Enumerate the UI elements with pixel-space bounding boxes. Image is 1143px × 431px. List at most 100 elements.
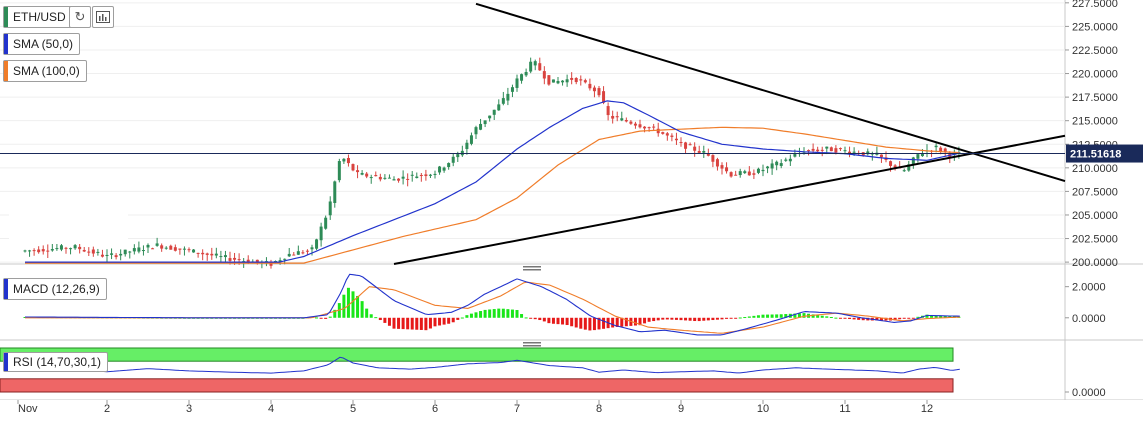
price-tick-label: 222.5000: [1072, 45, 1118, 57]
macd-histogram-bar: [328, 316, 332, 318]
candle-body: [761, 169, 765, 172]
macd-histogram-bar: [911, 317, 915, 319]
current-price-marker: [1066, 144, 1143, 163]
macd-histogram-bar: [424, 317, 428, 331]
time-tick-label: 7: [514, 403, 520, 415]
time-tick-label: 10: [757, 403, 769, 415]
candle-body: [533, 61, 537, 66]
candle-body: [934, 145, 938, 148]
candle-body: [825, 146, 829, 149]
candle-body: [269, 262, 273, 266]
candle-body: [911, 157, 915, 165]
candles-group: [23, 57, 961, 269]
candle-body: [756, 168, 760, 173]
macd-histogram-bar: [419, 317, 423, 330]
macd-histogram-bar: [725, 317, 729, 319]
sma100-line: [25, 126, 960, 264]
candle-body: [465, 142, 469, 150]
refresh-icon: ↻: [74, 9, 86, 24]
candle-body: [592, 87, 596, 92]
macd-histogram-bar: [524, 317, 528, 319]
candle-body: [702, 151, 706, 153]
candle-body: [73, 245, 77, 249]
candle-body: [397, 178, 401, 181]
candle-body: [87, 251, 91, 253]
candle-body: [497, 104, 501, 111]
candle-body: [32, 250, 36, 252]
macd-histogram-bar: [588, 317, 592, 331]
macd-histogram-bar: [684, 317, 688, 321]
macd-histogram-bar: [743, 317, 747, 319]
price-tick-label: 210.0000: [1072, 163, 1118, 175]
candle-body: [146, 244, 150, 248]
candle-body: [351, 164, 355, 171]
candle-body: [451, 156, 455, 163]
rsi-legend[interactable]: RSI (14,70,30,1): [3, 352, 109, 372]
candle-body: [661, 132, 665, 134]
candle-body: [114, 255, 118, 258]
macd-tick-label: 2.0000: [1072, 282, 1106, 294]
candle-body: [488, 115, 492, 119]
price-tick-label: 225.0000: [1072, 21, 1118, 33]
bar-indicator-icon: [96, 11, 110, 23]
candle-body: [570, 77, 574, 80]
candle-body: [834, 148, 838, 153]
candle-body: [811, 148, 815, 151]
sma50-legend[interactable]: SMA (50,0): [3, 33, 81, 55]
macd-histogram-bar: [943, 315, 947, 318]
candle-body: [529, 61, 533, 72]
candle-body: [747, 171, 751, 176]
macd-histogram-bar: [351, 291, 355, 318]
candle-body: [196, 252, 200, 254]
macd-histogram-bar: [451, 317, 455, 323]
candle-body: [123, 249, 127, 255]
macd-legend[interactable]: MACD (12,26,9): [3, 278, 107, 300]
refresh-button[interactable]: ↻: [69, 6, 91, 28]
macd-histogram-bar: [387, 317, 391, 326]
macd-histogram-bar: [460, 317, 464, 319]
candle-body: [579, 79, 583, 81]
candle-body: [474, 127, 478, 135]
macd-histogram-bar: [761, 314, 765, 318]
candle-body: [542, 71, 546, 79]
candle-body: [287, 253, 291, 257]
macd-histogram-bar: [715, 317, 719, 320]
macd-histogram-bar: [834, 317, 838, 319]
rsi-line: [24, 356, 960, 374]
candle-body: [78, 246, 82, 250]
candle-body: [228, 258, 232, 261]
macd-histogram-bar: [747, 316, 751, 318]
candle-body: [483, 120, 487, 125]
macd-histogram-bar: [820, 315, 824, 318]
macd-histogram-bar: [693, 317, 697, 322]
candle-body: [820, 149, 824, 151]
trendline-1: [393, 134, 1066, 265]
symbol-selector[interactable]: ETH/USD: [3, 6, 73, 28]
candle-body: [807, 150, 811, 152]
candle-body: [296, 251, 300, 255]
candle-body: [46, 250, 50, 252]
macd-histogram-bar: [515, 310, 519, 318]
macd-histogram-bar: [565, 317, 569, 326]
candle-body: [447, 163, 451, 168]
macd-histogram-bar: [756, 315, 760, 318]
candle-body: [214, 253, 218, 256]
candle-body: [788, 158, 792, 162]
macd-histogram-bar: [447, 317, 451, 324]
indicator-button[interactable]: [92, 6, 114, 28]
candle-body: [538, 63, 542, 71]
sma100-label: SMA (100,0): [13, 64, 80, 78]
macd-histogram-bar: [670, 317, 674, 320]
macd-histogram-bar: [797, 313, 801, 318]
rsi-overbought-zone: [0, 347, 954, 362]
rsi-swatch: [4, 353, 8, 371]
candle-body: [187, 249, 191, 251]
macd-histogram-bar: [556, 317, 560, 325]
candle-body: [328, 201, 332, 216]
time-tick-label: 6: [432, 403, 438, 415]
candle-body: [611, 115, 615, 119]
sma100-legend[interactable]: SMA (100,0): [3, 60, 87, 82]
macd-histogram-bar: [665, 317, 669, 320]
macd-histogram-bar: [615, 317, 619, 327]
